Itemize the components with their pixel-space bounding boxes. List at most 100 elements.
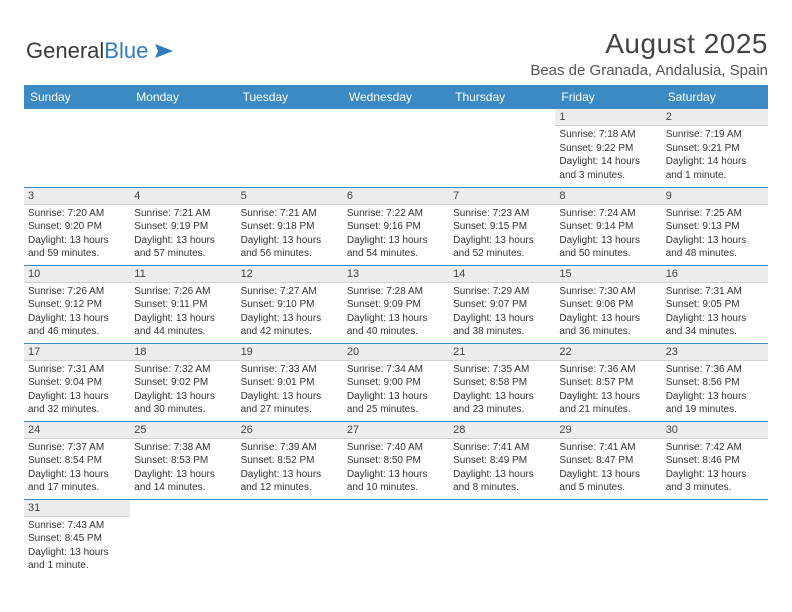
day-number: 16: [662, 266, 768, 283]
day-number: 9: [662, 188, 768, 205]
calendar-cell: 13Sunrise: 7:28 AMSunset: 9:09 PMDayligh…: [343, 265, 449, 343]
calendar-row: 10Sunrise: 7:26 AMSunset: 9:12 PMDayligh…: [24, 265, 768, 343]
calendar-cell: 18Sunrise: 7:32 AMSunset: 9:02 PMDayligh…: [130, 343, 236, 421]
day-details: Sunrise: 7:28 AMSunset: 9:09 PMDaylight:…: [343, 283, 449, 342]
calendar-cell: [343, 499, 449, 577]
day-details: Sunrise: 7:20 AMSunset: 9:20 PMDaylight:…: [24, 205, 130, 264]
calendar-cell: [662, 499, 768, 577]
calendar-cell: 25Sunrise: 7:38 AMSunset: 8:53 PMDayligh…: [130, 421, 236, 499]
day-number: 7: [449, 188, 555, 205]
calendar-cell: 27Sunrise: 7:40 AMSunset: 8:50 PMDayligh…: [343, 421, 449, 499]
day-details: Sunrise: 7:19 AMSunset: 9:21 PMDaylight:…: [662, 126, 768, 185]
calendar-cell: [237, 499, 343, 577]
calendar-row: 17Sunrise: 7:31 AMSunset: 9:04 PMDayligh…: [24, 343, 768, 421]
day-header: Sunday: [24, 85, 130, 109]
calendar-cell: 29Sunrise: 7:41 AMSunset: 8:47 PMDayligh…: [555, 421, 661, 499]
day-number: 11: [130, 266, 236, 283]
day-number: 18: [130, 344, 236, 361]
calendar-cell: 9Sunrise: 7:25 AMSunset: 9:13 PMDaylight…: [662, 187, 768, 265]
brand-logo: GeneralBlue: [26, 38, 175, 64]
calendar-cell: [237, 109, 343, 187]
day-details: Sunrise: 7:26 AMSunset: 9:12 PMDaylight:…: [24, 283, 130, 342]
calendar-cell: [24, 109, 130, 187]
calendar-cell: [130, 499, 236, 577]
brand-part2: Blue: [104, 38, 148, 63]
calendar-cell: 30Sunrise: 7:42 AMSunset: 8:46 PMDayligh…: [662, 421, 768, 499]
day-number: 12: [237, 266, 343, 283]
calendar-cell: 23Sunrise: 7:36 AMSunset: 8:56 PMDayligh…: [662, 343, 768, 421]
brand-part1: General: [26, 38, 104, 63]
calendar-cell: 16Sunrise: 7:31 AMSunset: 9:05 PMDayligh…: [662, 265, 768, 343]
calendar-cell: 5Sunrise: 7:21 AMSunset: 9:18 PMDaylight…: [237, 187, 343, 265]
day-details: Sunrise: 7:41 AMSunset: 8:49 PMDaylight:…: [449, 439, 555, 498]
calendar-header-row: SundayMondayTuesdayWednesdayThursdayFrid…: [24, 85, 768, 109]
day-number: 25: [130, 422, 236, 439]
calendar-row: 24Sunrise: 7:37 AMSunset: 8:54 PMDayligh…: [24, 421, 768, 499]
calendar-cell: 2Sunrise: 7:19 AMSunset: 9:21 PMDaylight…: [662, 109, 768, 187]
day-number: 26: [237, 422, 343, 439]
day-details: Sunrise: 7:21 AMSunset: 9:19 PMDaylight:…: [130, 205, 236, 264]
day-number: 20: [343, 344, 449, 361]
day-header: Friday: [555, 85, 661, 109]
calendar-cell: 7Sunrise: 7:23 AMSunset: 9:15 PMDaylight…: [449, 187, 555, 265]
calendar-cell: 19Sunrise: 7:33 AMSunset: 9:01 PMDayligh…: [237, 343, 343, 421]
day-details: Sunrise: 7:22 AMSunset: 9:16 PMDaylight:…: [343, 205, 449, 264]
day-details: Sunrise: 7:32 AMSunset: 9:02 PMDaylight:…: [130, 361, 236, 420]
day-details: Sunrise: 7:34 AMSunset: 9:00 PMDaylight:…: [343, 361, 449, 420]
day-details: Sunrise: 7:18 AMSunset: 9:22 PMDaylight:…: [555, 126, 661, 185]
day-number: 28: [449, 422, 555, 439]
calendar-cell: 1Sunrise: 7:18 AMSunset: 9:22 PMDaylight…: [555, 109, 661, 187]
calendar-row: 3Sunrise: 7:20 AMSunset: 9:20 PMDaylight…: [24, 187, 768, 265]
day-details: Sunrise: 7:33 AMSunset: 9:01 PMDaylight:…: [237, 361, 343, 420]
day-header: Tuesday: [237, 85, 343, 109]
day-details: Sunrise: 7:26 AMSunset: 9:11 PMDaylight:…: [130, 283, 236, 342]
day-number: 15: [555, 266, 661, 283]
day-details: Sunrise: 7:36 AMSunset: 8:56 PMDaylight:…: [662, 361, 768, 420]
day-details: Sunrise: 7:29 AMSunset: 9:07 PMDaylight:…: [449, 283, 555, 342]
day-number: 5: [237, 188, 343, 205]
calendar-cell: 11Sunrise: 7:26 AMSunset: 9:11 PMDayligh…: [130, 265, 236, 343]
day-details: Sunrise: 7:35 AMSunset: 8:58 PMDaylight:…: [449, 361, 555, 420]
day-number: 13: [343, 266, 449, 283]
calendar-cell: [343, 109, 449, 187]
day-details: Sunrise: 7:25 AMSunset: 9:13 PMDaylight:…: [662, 205, 768, 264]
calendar-table: SundayMondayTuesdayWednesdayThursdayFrid…: [24, 85, 768, 577]
calendar-cell: 15Sunrise: 7:30 AMSunset: 9:06 PMDayligh…: [555, 265, 661, 343]
day-number: 14: [449, 266, 555, 283]
day-number: 4: [130, 188, 236, 205]
day-number: 27: [343, 422, 449, 439]
calendar-row: 31Sunrise: 7:43 AMSunset: 8:45 PMDayligh…: [24, 499, 768, 577]
calendar-cell: 14Sunrise: 7:29 AMSunset: 9:07 PMDayligh…: [449, 265, 555, 343]
calendar-cell: [555, 499, 661, 577]
calendar-cell: 24Sunrise: 7:37 AMSunset: 8:54 PMDayligh…: [24, 421, 130, 499]
calendar-cell: 26Sunrise: 7:39 AMSunset: 8:52 PMDayligh…: [237, 421, 343, 499]
day-number: 22: [555, 344, 661, 361]
day-header: Wednesday: [343, 85, 449, 109]
day-header: Saturday: [662, 85, 768, 109]
day-details: Sunrise: 7:42 AMSunset: 8:46 PMDaylight:…: [662, 439, 768, 498]
calendar-cell: [449, 499, 555, 577]
calendar-cell: 21Sunrise: 7:35 AMSunset: 8:58 PMDayligh…: [449, 343, 555, 421]
day-details: Sunrise: 7:30 AMSunset: 9:06 PMDaylight:…: [555, 283, 661, 342]
calendar-cell: 3Sunrise: 7:20 AMSunset: 9:20 PMDaylight…: [24, 187, 130, 265]
day-details: Sunrise: 7:37 AMSunset: 8:54 PMDaylight:…: [24, 439, 130, 498]
day-number: 10: [24, 266, 130, 283]
day-number: 8: [555, 188, 661, 205]
day-number: 1: [555, 109, 661, 126]
day-number: 6: [343, 188, 449, 205]
day-header: Monday: [130, 85, 236, 109]
day-details: Sunrise: 7:21 AMSunset: 9:18 PMDaylight:…: [237, 205, 343, 264]
day-details: Sunrise: 7:43 AMSunset: 8:45 PMDaylight:…: [24, 517, 130, 576]
calendar-cell: [449, 109, 555, 187]
calendar-cell: 28Sunrise: 7:41 AMSunset: 8:49 PMDayligh…: [449, 421, 555, 499]
day-number: 31: [24, 500, 130, 517]
day-header: Thursday: [449, 85, 555, 109]
day-details: Sunrise: 7:31 AMSunset: 9:05 PMDaylight:…: [662, 283, 768, 342]
location-text: Beas de Granada, Andalusia, Spain: [24, 62, 768, 79]
calendar-cell: 20Sunrise: 7:34 AMSunset: 9:00 PMDayligh…: [343, 343, 449, 421]
day-number: 29: [555, 422, 661, 439]
day-details: Sunrise: 7:41 AMSunset: 8:47 PMDaylight:…: [555, 439, 661, 498]
calendar-cell: [130, 109, 236, 187]
calendar-cell: 4Sunrise: 7:21 AMSunset: 9:19 PMDaylight…: [130, 187, 236, 265]
day-details: Sunrise: 7:23 AMSunset: 9:15 PMDaylight:…: [449, 205, 555, 264]
